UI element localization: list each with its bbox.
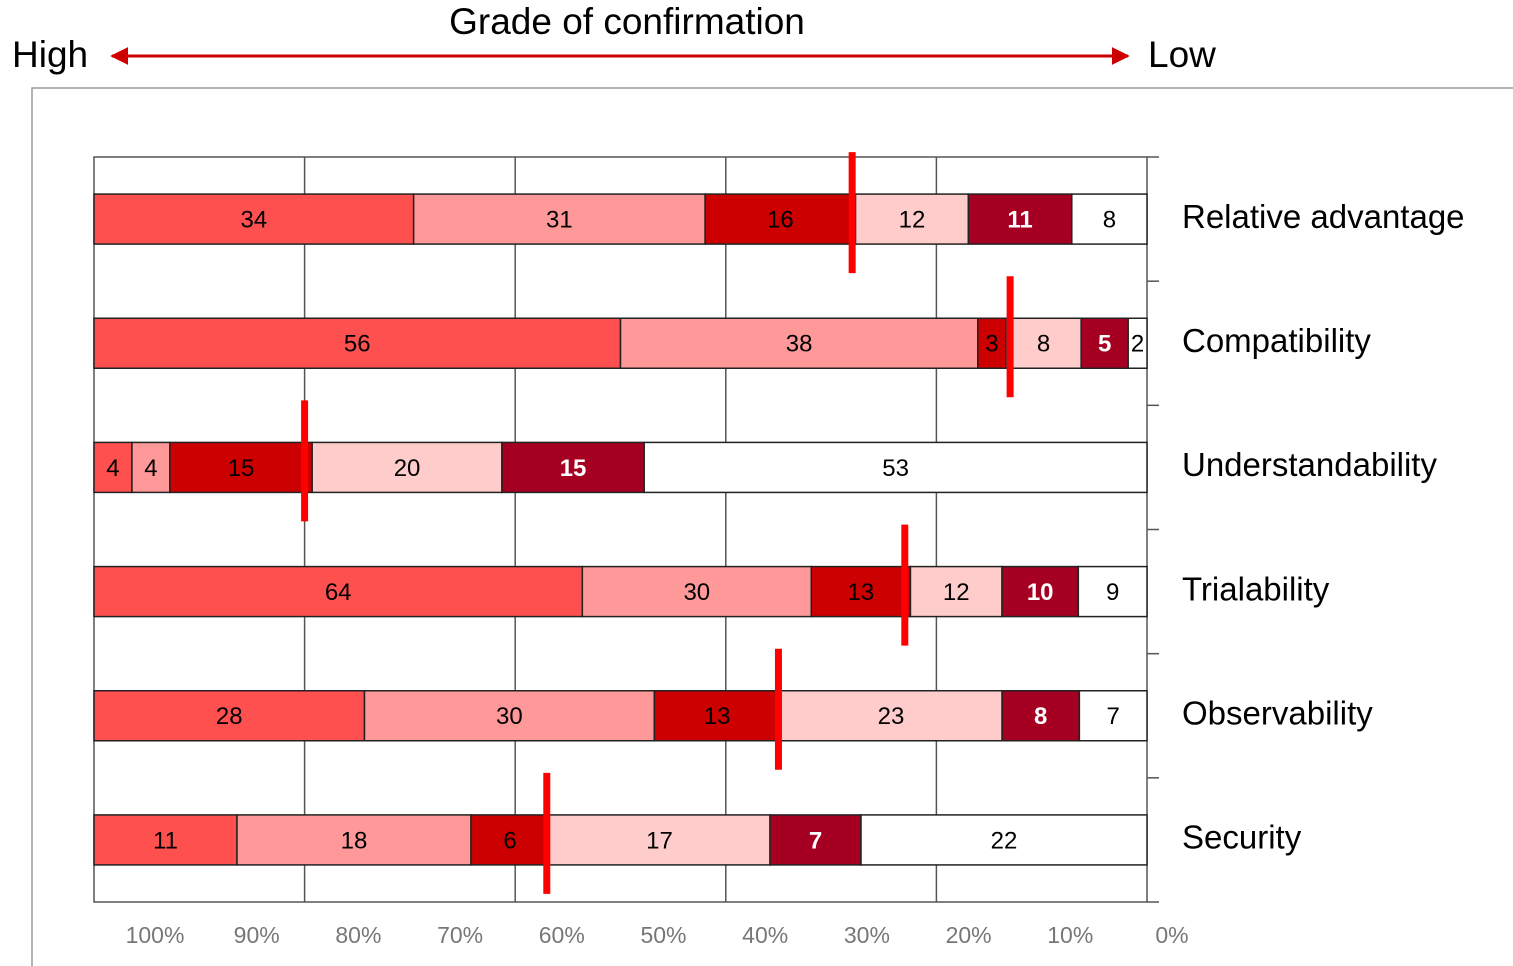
x-tick-label: 20% <box>946 922 992 948</box>
segment-label: 22 <box>991 827 1018 854</box>
segment-label: 12 <box>899 206 926 233</box>
segment-label: 15 <box>560 455 587 482</box>
segment-label: 30 <box>683 579 710 606</box>
category-label: Observability <box>1182 694 1373 731</box>
x-tick-label: 10% <box>1047 922 1093 948</box>
bar-segment <box>169 441 313 494</box>
bar-segment <box>1078 690 1148 742</box>
x-tick-label: 30% <box>844 922 890 948</box>
segment-label: 17 <box>646 827 673 854</box>
bar-segment <box>1071 193 1148 245</box>
x-tick-label: 100% <box>126 922 185 948</box>
segment-label: 10 <box>1027 579 1054 606</box>
segment-label: 9 <box>1106 579 1119 606</box>
segment-label: 28 <box>216 703 243 730</box>
category-label: Security <box>1182 819 1302 856</box>
bar-segment <box>236 814 472 866</box>
x-tick-label: 60% <box>539 922 585 948</box>
segment-label: 8 <box>1103 206 1116 233</box>
segment-label: 4 <box>106 455 119 482</box>
segment-label: 6 <box>503 827 516 854</box>
bar-segment <box>643 441 1148 494</box>
bar-segment <box>860 814 1148 866</box>
x-tick-label: 70% <box>437 922 483 948</box>
bar-segment <box>311 441 503 494</box>
bar-segment <box>1077 565 1148 618</box>
segment-label: 53 <box>882 455 909 482</box>
x-tick-label: 0% <box>1155 922 1188 948</box>
segment-label: 13 <box>704 703 731 730</box>
bar-segment <box>704 193 857 245</box>
x-tick-label: 40% <box>742 922 788 948</box>
segment-label: 3 <box>985 331 998 358</box>
bar-segment <box>93 814 238 866</box>
segment-label: 5 <box>1098 331 1111 358</box>
low-label: Low <box>1148 34 1216 75</box>
segment-label: 13 <box>848 579 875 606</box>
bar-segment <box>769 814 862 866</box>
segment-label: 23 <box>878 703 905 730</box>
bar-segment <box>619 317 979 369</box>
segment-label: 7 <box>809 827 822 854</box>
category-label: Compatibility <box>1182 322 1371 359</box>
segment-label: 2 <box>1131 331 1144 358</box>
segment-label: 11 <box>1007 206 1032 233</box>
bar-segment <box>1005 317 1082 369</box>
segment-label: 7 <box>1107 703 1120 730</box>
bar-segment <box>412 193 706 245</box>
segment-label: 18 <box>341 827 368 854</box>
x-tick-label: 80% <box>335 922 381 948</box>
segment-label: 15 <box>228 455 255 482</box>
bar-segment <box>854 193 970 245</box>
category-label: Understandability <box>1182 446 1437 483</box>
bar-segment <box>501 441 645 494</box>
bar-segment <box>810 565 912 618</box>
segment-label: 11 <box>153 827 178 854</box>
segment-label: 56 <box>344 331 371 358</box>
bar-segment <box>363 690 656 742</box>
bar-segment <box>909 565 1003 618</box>
bar-segment <box>470 814 550 866</box>
x-tick-label: 50% <box>640 922 686 948</box>
plot-area <box>93 156 1148 903</box>
category-label: Trialability <box>1182 570 1330 607</box>
segment-label: 34 <box>240 206 267 233</box>
bar-segment <box>93 441 133 494</box>
segment-label: 16 <box>767 206 794 233</box>
segment-label: 20 <box>394 455 421 482</box>
segment-label: 38 <box>786 331 813 358</box>
bar-segment <box>653 690 781 742</box>
bar-segment <box>967 193 1073 245</box>
segment-label: 30 <box>496 703 523 730</box>
frame <box>31 87 1513 966</box>
x-tick-label: 90% <box>234 922 280 948</box>
high-label: High <box>12 34 88 75</box>
bar-segment <box>779 690 1003 742</box>
segment-label: 4 <box>144 455 157 482</box>
segment-label: 12 <box>943 579 970 606</box>
segment-label: 31 <box>546 206 573 233</box>
bar-segment <box>1127 317 1148 369</box>
chart-title: Grade of confirmation <box>449 1 805 42</box>
segment-label: 8 <box>1037 331 1050 358</box>
category-label: Relative advantage <box>1182 198 1465 235</box>
bar-segment <box>93 317 622 369</box>
segment-label: 64 <box>325 579 352 606</box>
segment-label: 8 <box>1034 703 1047 730</box>
bar-segment <box>93 565 584 618</box>
bar-segment <box>1080 317 1129 369</box>
bar-segment <box>131 441 171 494</box>
